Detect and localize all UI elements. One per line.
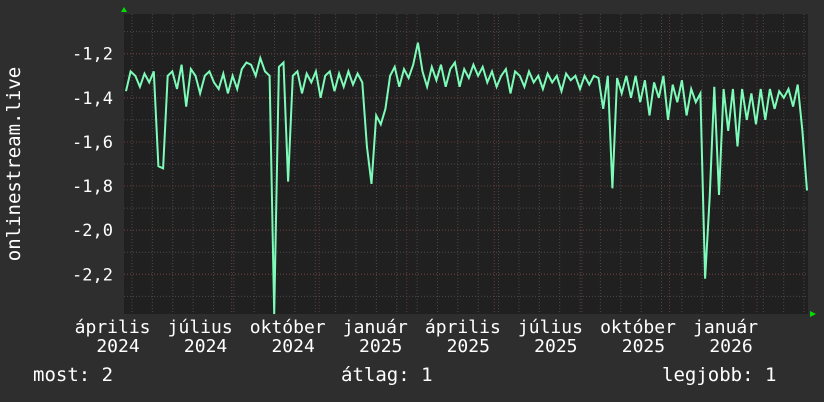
- y-tick-label: -1,4: [72, 89, 113, 109]
- x-tick-month: október: [600, 317, 687, 338]
- x-tick-month: április: [425, 317, 512, 338]
- y-tick-label: -1,8: [72, 177, 113, 197]
- x-tick-year: 2024: [184, 336, 227, 357]
- x-tick-month: július: [168, 317, 244, 338]
- y-tick-label: -2,2: [72, 265, 113, 285]
- x-tick-label: október 2025: [600, 317, 687, 357]
- x-tick-year: 2025: [359, 336, 402, 357]
- y-axis: -1,2 -1,4 -1,6 -1,8 -2,0 -2,2: [72, 45, 113, 286]
- x-tick-month: október: [250, 317, 337, 338]
- x-tick-label: július 2025: [518, 317, 594, 357]
- x-tick-year: 2024: [96, 336, 139, 357]
- x-tick-month: január: [693, 317, 769, 338]
- x-tick-label: április 2025: [425, 317, 512, 357]
- x-tick-month: január: [343, 317, 419, 338]
- legend-current: most: 2: [33, 364, 114, 386]
- x-tick-year: 2025: [622, 336, 665, 357]
- x-tick-label: január 2026: [693, 317, 769, 357]
- x-tick-month: július: [518, 317, 594, 338]
- y-axis-label: onlinestream.live: [3, 67, 25, 261]
- y-axis-arrow: [121, 7, 127, 12]
- x-tick-label: január 2025: [343, 317, 419, 357]
- legend-average: átlag: 1: [341, 364, 433, 386]
- y-tick-label: -2,0: [72, 221, 113, 241]
- x-tick-label: július 2024: [168, 317, 244, 357]
- y-tick-label: -1,2: [72, 45, 113, 65]
- series-line: [125, 42, 808, 315]
- x-tick-year: 2026: [709, 336, 752, 357]
- y-tick-label: -1,6: [72, 133, 113, 153]
- x-tick-year: 2025: [534, 336, 577, 357]
- grid: [124, 14, 808, 314]
- x-tick-label: október 2024: [250, 317, 337, 357]
- x-axis-arrow: [810, 311, 816, 317]
- x-tick-label: április 2024: [75, 317, 162, 357]
- legend-best: legjobb: 1: [662, 364, 777, 386]
- x-tick-month: április: [75, 317, 162, 338]
- x-tick-year: 2025: [447, 336, 490, 357]
- x-tick-year: 2024: [271, 336, 314, 357]
